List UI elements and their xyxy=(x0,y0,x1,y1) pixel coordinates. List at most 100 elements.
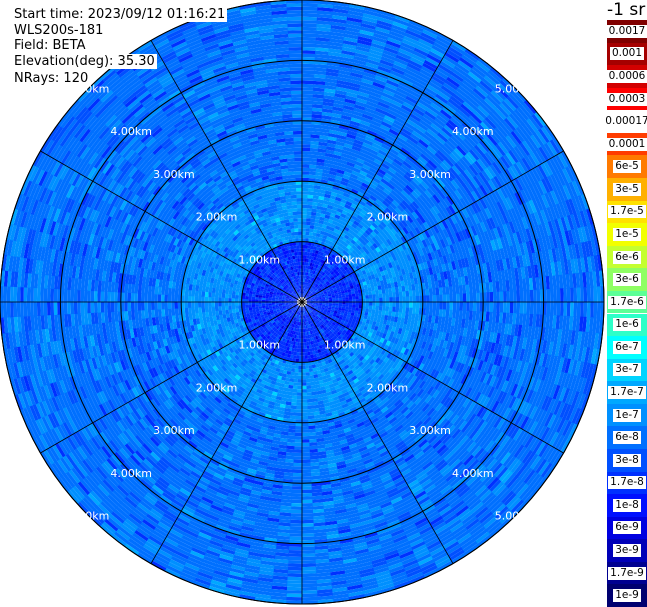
ppi-cell xyxy=(384,310,389,316)
ppi-cell xyxy=(286,271,290,276)
ppi-cell xyxy=(269,308,273,311)
ppi-cell xyxy=(322,268,326,273)
ppi-cell xyxy=(314,321,318,325)
ppi-cell xyxy=(279,332,284,337)
ppi-cell xyxy=(308,304,312,307)
ppi-cell xyxy=(291,293,295,297)
ppi-cell xyxy=(303,338,307,343)
ppi-cell xyxy=(292,297,297,300)
ppi-cell xyxy=(292,265,296,270)
ppi-cell xyxy=(288,299,293,301)
ppi-cell xyxy=(270,312,275,316)
ppi-cell xyxy=(290,315,293,319)
ppi-cell xyxy=(311,364,316,369)
ppi-cell xyxy=(290,228,295,233)
ppi-cell xyxy=(331,295,336,298)
ppi-cell xyxy=(296,405,302,410)
ppi-cell xyxy=(289,296,293,299)
ppi-cell xyxy=(265,294,270,297)
ppi-cell xyxy=(231,301,235,306)
ppi-cell xyxy=(307,286,310,291)
ppi-cell xyxy=(295,412,302,417)
ppi-cell xyxy=(293,218,298,222)
ppi-cell xyxy=(314,305,319,308)
ppi-cell xyxy=(302,218,307,222)
ppi-cell xyxy=(314,304,319,307)
ppi-cell xyxy=(302,174,310,179)
ppi-cell xyxy=(273,282,278,286)
ppi-cell xyxy=(274,329,279,334)
ppi-cell xyxy=(329,280,334,284)
ppi-cell xyxy=(304,328,307,333)
ppi-cell xyxy=(294,265,297,270)
ppi-cell xyxy=(272,294,277,297)
ppi-cell xyxy=(305,368,310,373)
ppi-cell xyxy=(432,308,437,317)
ppi-cell xyxy=(298,335,301,339)
ppi-cell xyxy=(287,388,293,393)
ppi-cell xyxy=(282,294,287,297)
ppi-cell xyxy=(314,288,318,292)
ppi-cell xyxy=(308,303,312,306)
ppi-cell xyxy=(288,325,292,330)
ppi-cell xyxy=(221,297,225,302)
ppi-cell xyxy=(278,328,283,332)
ppi-cell xyxy=(315,303,319,305)
ppi-cell xyxy=(309,308,312,312)
ppi-cell xyxy=(296,204,303,209)
ppi-cell xyxy=(371,309,376,314)
ppi-cell xyxy=(282,313,287,317)
ppi-cell xyxy=(323,316,328,320)
ppi-cell xyxy=(322,311,327,315)
ppi-cell xyxy=(292,298,296,301)
ppi-cell xyxy=(274,319,279,324)
ppi-cell xyxy=(310,381,316,386)
ppi-cell xyxy=(309,293,313,296)
ppi-cell xyxy=(251,306,256,310)
ppi-cell xyxy=(311,315,314,319)
ppi-cell xyxy=(281,321,286,326)
ppi-cell xyxy=(304,292,307,296)
ppi-cell xyxy=(306,348,310,353)
ppi-cell xyxy=(289,295,294,298)
ppi-cell xyxy=(282,307,287,310)
ppi-cell xyxy=(324,296,329,299)
ppi-cell xyxy=(299,315,301,319)
ppi-cell xyxy=(282,305,286,308)
ppi-cell xyxy=(308,331,311,335)
ppi-cell xyxy=(266,290,271,294)
ppi-cell xyxy=(294,334,297,339)
ppi-cell xyxy=(302,308,304,313)
ppi-cell xyxy=(286,295,290,298)
ppi-cell xyxy=(302,271,304,276)
ppi-cell xyxy=(291,398,297,403)
ppi-cell xyxy=(312,292,317,295)
ppi-cell xyxy=(188,289,192,297)
ppi-cell xyxy=(304,325,307,329)
ppi-cell xyxy=(324,285,329,289)
ppi-cell xyxy=(299,281,302,286)
ppi-cell xyxy=(388,306,393,312)
ppi-cell xyxy=(300,285,302,289)
ppi-cell xyxy=(314,325,318,329)
ppi-cell xyxy=(301,405,308,410)
ppi-cell xyxy=(296,282,299,286)
ppi-cell xyxy=(328,315,332,319)
ppi-cell xyxy=(268,303,272,306)
ppi-cell xyxy=(311,326,315,331)
ppi-cell xyxy=(275,314,279,318)
ppi-cell xyxy=(368,294,373,299)
ppi-cell xyxy=(204,296,209,302)
ppi-cell xyxy=(278,304,283,306)
ppi-cell xyxy=(285,289,289,293)
ppi-cell xyxy=(288,274,292,279)
ppi-cell xyxy=(275,294,280,298)
ppi-cell xyxy=(283,314,288,318)
ppi-cell xyxy=(288,291,292,295)
ppi-cell xyxy=(323,269,328,274)
ppi-cell xyxy=(310,388,317,393)
ppi-cell xyxy=(294,317,297,322)
ppi-cell xyxy=(255,304,259,307)
ppi-cell xyxy=(294,282,297,287)
ppi-cell xyxy=(287,287,291,291)
